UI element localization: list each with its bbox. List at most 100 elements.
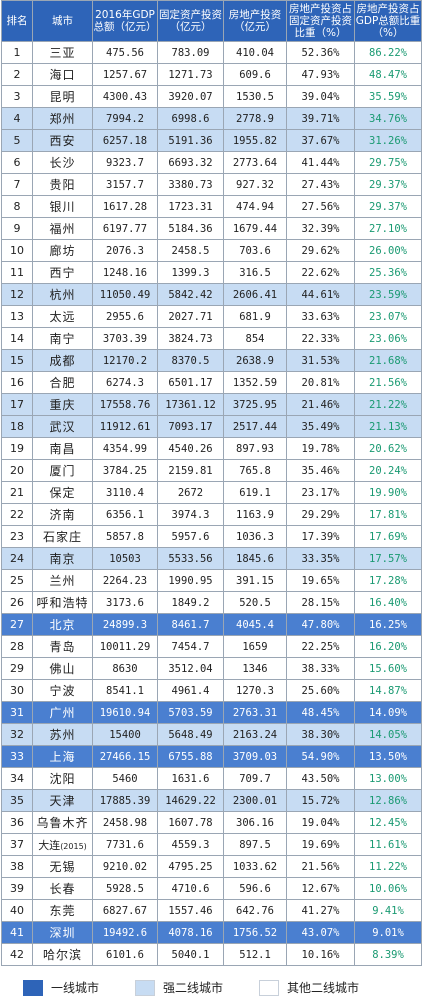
cell-fixed-asset-investment: 5842.42: [157, 283, 224, 306]
city-name: 大连: [38, 838, 61, 852]
cell-real-estate-investment: 2638.9: [223, 349, 287, 372]
cell-ratio-gdp: 27.10%: [354, 217, 422, 240]
cell-rank: 9: [1, 217, 33, 240]
cell-city: 深圳: [32, 921, 93, 944]
table-row: 31 广州 19610.94 5703.59 2763.31 48.45% 14.09%: [1, 701, 422, 724]
legend-swatch-tier2: [135, 979, 156, 996]
cell-gdp: 17558.76: [92, 393, 158, 416]
table-row: 11 西宁 1248.16 1399.3 316.5 22.62% 25.36%: [1, 261, 422, 284]
cell-city: 西安: [32, 129, 93, 152]
cell-city: 合肥: [32, 371, 93, 394]
cell-ratio-fai: 17.39%: [286, 525, 355, 548]
cell-fixed-asset-investment: 3920.07: [157, 85, 224, 108]
city-note: (2015): [60, 841, 87, 851]
cell-gdp: 6356.1: [92, 503, 158, 526]
cell-ratio-gdp: 48.47%: [354, 63, 422, 86]
table-row: 40 东莞 6827.67 1557.46 642.76 41.27% 9.41%: [1, 899, 422, 922]
cell-gdp: 19610.94: [92, 701, 158, 724]
cell-ratio-gdp: 29.75%: [354, 151, 422, 174]
cell-real-estate-investment: 1756.52: [223, 921, 287, 944]
table-row: 13 太远 2955.6 2027.71 681.9 33.63% 23.07%: [1, 305, 422, 328]
cell-city: 太远: [32, 305, 93, 328]
cell-ratio-gdp: 26.00%: [354, 239, 422, 262]
cell-city: 长春: [32, 877, 93, 900]
cell-fixed-asset-investment: 5191.36: [157, 129, 224, 152]
cell-rank: 31: [1, 701, 33, 724]
cell-gdp: 6197.77: [92, 217, 158, 240]
cell-city: 杭州: [32, 283, 93, 306]
cell-rank: 19: [1, 437, 33, 460]
cell-fixed-asset-investment: 5040.1: [157, 943, 224, 966]
cell-ratio-gdp: 21.13%: [354, 415, 422, 438]
cell-rank: 26: [1, 591, 33, 614]
cell-fixed-asset-investment: 1271.73: [157, 63, 224, 86]
cell-rank: 12: [1, 283, 33, 306]
header-rank: 排名: [1, 0, 33, 42]
cell-city: 广州: [32, 701, 93, 724]
cell-rank: 42: [1, 943, 33, 966]
cell-fixed-asset-investment: 4795.25: [157, 855, 224, 878]
cell-real-estate-investment: 512.1: [223, 943, 287, 966]
cell-ratio-gdp: 35.59%: [354, 85, 422, 108]
table-row: 1 三亚 475.56 783.09 410.04 52.36% 86.22%: [1, 41, 422, 64]
legend-label-tier3: 其他二线城市: [287, 981, 360, 995]
cell-ratio-fai: 29.62%: [286, 239, 355, 262]
cell-real-estate-investment: 2778.9: [223, 107, 287, 130]
cell-city: 保定: [32, 481, 93, 504]
table-row: 28 青岛 10011.29 7454.7 1659 22.25% 16.20%: [1, 635, 422, 658]
cell-gdp: 3157.7: [92, 173, 158, 196]
cell-real-estate-investment: 854: [223, 327, 287, 350]
cell-ratio-gdp: 13.50%: [354, 745, 422, 768]
cell-ratio-fai: 27.56%: [286, 195, 355, 218]
cell-city: 石家庄: [32, 525, 93, 548]
cell-ratio-gdp: 14.87%: [354, 679, 422, 702]
cell-city: 成都: [32, 349, 93, 372]
cell-real-estate-investment: 1163.9: [223, 503, 287, 526]
legend-swatch-tier1: [23, 979, 43, 996]
cell-real-estate-investment: 2773.64: [223, 151, 287, 174]
cell-ratio-fai: 29.29%: [286, 503, 355, 526]
cell-fixed-asset-investment: 3974.3: [157, 503, 224, 526]
cell-rank: 33: [1, 745, 33, 768]
cell-gdp: 3703.39: [92, 327, 158, 350]
cell-ratio-gdp: 16.40%: [354, 591, 422, 614]
cell-rank: 30: [1, 679, 33, 702]
cell-ratio-gdp: 25.36%: [354, 261, 422, 284]
cell-city: 天津: [32, 789, 93, 812]
cell-gdp: 27466.15: [92, 745, 158, 768]
cell-ratio-fai: 39.71%: [286, 107, 355, 130]
cell-rank: 11: [1, 261, 33, 284]
cell-gdp: 2458.98: [92, 811, 158, 834]
cell-city: 厦门: [32, 459, 93, 482]
cell-city: 宁波: [32, 679, 93, 702]
table-row: 18 武汉 11912.61 7093.17 2517.44 35.49% 21.13%: [1, 415, 422, 438]
legend-swatch-tier3: [259, 979, 280, 996]
cell-rank: 3: [1, 85, 33, 108]
cell-real-estate-investment: 2300.01: [223, 789, 287, 812]
cell-city: 济南: [32, 503, 93, 526]
cell-ratio-gdp: 14.09%: [354, 701, 422, 724]
cell-real-estate-investment: 4045.4: [223, 613, 287, 636]
cell-gdp: 9210.02: [92, 855, 158, 878]
cell-fixed-asset-investment: 3824.73: [157, 327, 224, 350]
cell-rank: 15: [1, 349, 33, 372]
cell-ratio-fai: 39.04%: [286, 85, 355, 108]
legend-label-tier2: 强二线城市: [163, 981, 224, 995]
table-row: 7 贵阳 3157.7 3380.73 927.32 27.43% 29.37%: [1, 173, 422, 196]
table-row: 38 无锡 9210.02 4795.25 1033.62 21.56% 11.22%: [1, 855, 422, 878]
cell-ratio-fai: 37.67%: [286, 129, 355, 152]
cell-gdp: 6274.3: [92, 371, 158, 394]
cell-real-estate-investment: 681.9: [223, 305, 287, 328]
cell-real-estate-investment: 897.5: [223, 833, 287, 856]
cell-fixed-asset-investment: 5533.56: [157, 547, 224, 570]
cell-ratio-gdp: 9.41%: [354, 899, 422, 922]
cell-real-estate-investment: 474.94: [223, 195, 287, 218]
cell-city: 兰州: [32, 569, 93, 592]
cell-gdp: 6257.18: [92, 129, 158, 152]
cell-fixed-asset-investment: 6755.88: [157, 745, 224, 768]
cell-real-estate-investment: 2606.41: [223, 283, 287, 306]
cell-fixed-asset-investment: 7093.17: [157, 415, 224, 438]
cell-fixed-asset-investment: 5957.6: [157, 525, 224, 548]
cell-rank: 21: [1, 481, 33, 504]
cell-real-estate-investment: 703.6: [223, 239, 287, 262]
